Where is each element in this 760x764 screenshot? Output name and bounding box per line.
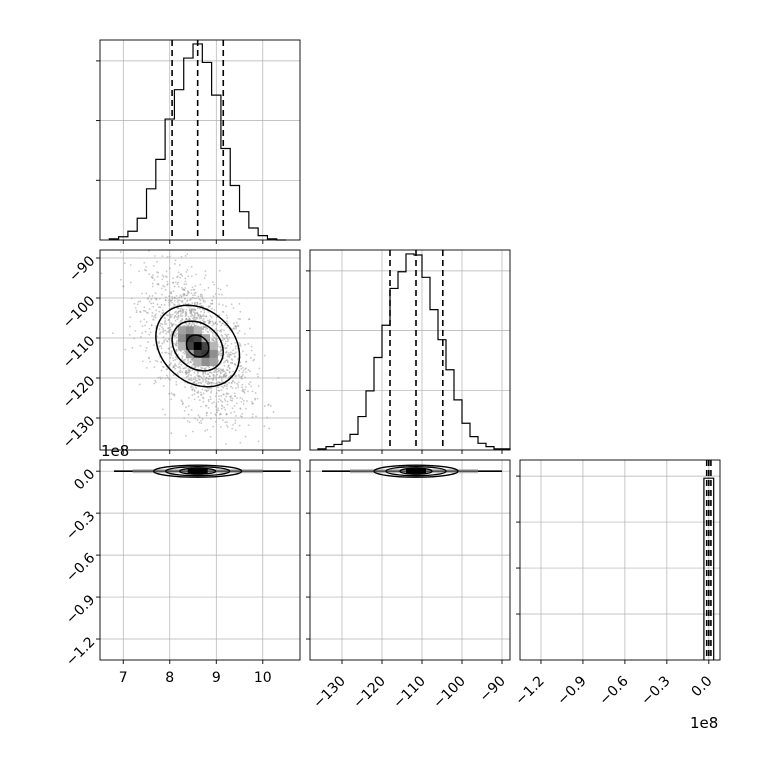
p1-p2-core — [406, 468, 426, 474]
p0-hist-bar-1 — [119, 237, 128, 240]
p0-p1-density — [178, 326, 218, 367]
p2-x-multiplier-label: 1e8 — [690, 714, 718, 732]
p0-hist-bar-2 — [128, 231, 137, 240]
panel-p1-p2 — [309, 459, 511, 661]
p0p2-xtick-label-0: 7 — [119, 670, 128, 686]
p0p1-ytick-label-4: −90 — [66, 253, 98, 285]
p1p2-xtick-label-1: −120 — [350, 673, 389, 712]
panel-p0-p2 — [99, 459, 301, 661]
p0p2-ytick-label-1: −0.9 — [63, 592, 98, 627]
p1p2-xtick-label-0: −130 — [310, 673, 349, 712]
panel-p1-hist — [309, 249, 511, 451]
p0-hist-bar-4 — [147, 189, 156, 240]
p1-hist-bar-17 — [454, 400, 462, 450]
p0p2-ytick-label-3: −0.3 — [63, 508, 98, 543]
panel-p2-hist — [519, 459, 721, 661]
p0-p1-contour-0 — [185, 334, 210, 358]
p0p2-xtick-label-2: 9 — [212, 670, 221, 686]
p1-hist-bar-21 — [486, 447, 494, 450]
p1p2-xtick-label-3: −100 — [430, 673, 469, 712]
p0-hist-bar-13 — [230, 186, 239, 240]
p0-hist-bar-10 — [202, 62, 211, 240]
p1-hist-bar-10 — [398, 272, 406, 450]
p0-p2-contour-2 — [153, 464, 243, 478]
p1-hist-bar-1 — [326, 447, 334, 450]
p0-hist-bar-16 — [258, 236, 267, 240]
p0-p2-contour-1 — [165, 466, 231, 477]
p0-p2-contour-0 — [179, 467, 217, 475]
p1-hist-bar-2 — [334, 444, 342, 450]
p0-p2-core — [187, 468, 208, 474]
p1-hist-bar-11 — [406, 254, 414, 450]
p0-hist-bar-5 — [156, 159, 165, 240]
p1-hist-bar-6 — [366, 391, 374, 450]
p0p2-ytick-label-2: −0.6 — [63, 550, 98, 585]
p0p2-ytick-label-4: 0.0 — [71, 466, 98, 493]
p1-hist-bar-19 — [470, 437, 478, 450]
p1-hist-bar-16 — [446, 370, 454, 450]
p1-hist-bar-4 — [350, 434, 358, 450]
p1-p2-contour-0 — [399, 467, 433, 475]
p0-hist-bar-6 — [165, 119, 174, 240]
p0-hist-bar-12 — [221, 148, 230, 240]
p0p2-xtick-label-3: 10 — [254, 670, 272, 686]
p1-hist-bar-5 — [358, 417, 366, 450]
p1-histogram — [317, 253, 511, 450]
p1-hist-bar-9 — [390, 288, 398, 450]
p0p2-xtick-label-1: 8 — [165, 670, 174, 686]
panel-p0-hist — [99, 39, 301, 241]
p0p1-ytick-label-2: −110 — [60, 333, 99, 372]
p2-xtick-label-4: 0.0 — [689, 673, 716, 700]
p0-hist-bar-11 — [212, 95, 221, 240]
p1-hist-bar-18 — [462, 423, 470, 450]
p1-hist-bar-13 — [422, 277, 430, 450]
p1-hist-bar-14 — [430, 310, 438, 450]
p1-hist-bar-7 — [374, 358, 382, 450]
p0-histogram — [108, 43, 287, 241]
p1-hist-bar-20 — [478, 443, 486, 450]
p1-p2-contour-1 — [385, 466, 447, 477]
p0p1-ytick-label-0: −130 — [60, 413, 99, 452]
p2-histogram — [703, 477, 715, 660]
p1p2-xtick-label-4: −90 — [477, 673, 509, 705]
p0-hist-bar-15 — [249, 228, 258, 240]
p0p1-ytick-label-3: −100 — [60, 293, 99, 332]
p0-hist-bar-3 — [137, 218, 146, 240]
p0-hist-bar-14 — [240, 212, 249, 240]
p0-p1-contour-2 — [155, 304, 241, 388]
p0-hist-bar-8 — [184, 58, 193, 240]
p0-p1-contour-1 — [171, 320, 224, 372]
p0-hist-bar-7 — [174, 90, 183, 240]
p2-xtick-label-3: −0.3 — [638, 673, 673, 708]
panel-p0-p1 — [99, 249, 301, 451]
p0p2-ytick-label-0: −1.2 — [63, 634, 98, 669]
p2-xtick-label-2: −0.6 — [596, 673, 631, 708]
p1-hist-bar-8 — [382, 325, 390, 450]
p1-p2-contour-2 — [373, 464, 459, 478]
p1p2-xtick-label-2: −110 — [390, 673, 429, 712]
p2-y-multiplier-label: 1e8 — [101, 442, 129, 460]
p1-hist-bar-3 — [342, 441, 350, 450]
p2-xtick-label-0: −1.2 — [512, 673, 547, 708]
p2-xtick-label-1: −0.9 — [554, 673, 589, 708]
p0p1-ytick-label-1: −120 — [60, 373, 99, 412]
